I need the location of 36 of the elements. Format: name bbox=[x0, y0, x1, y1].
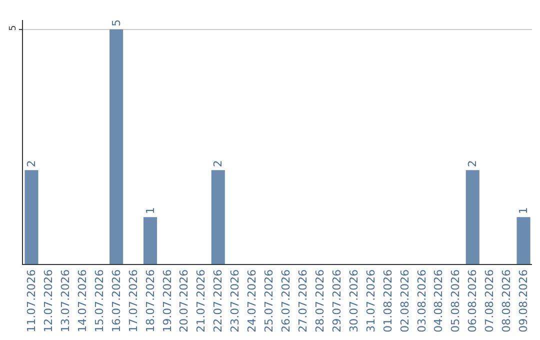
x-tick-label: 12.07.2026 bbox=[42, 269, 56, 332]
x-tick-label: 07.08.2026 bbox=[483, 269, 496, 332]
x-tick-label: 27.07.2026 bbox=[296, 269, 310, 332]
x-tick-label: 03.08.2026 bbox=[415, 269, 428, 332]
x-tick-label: 06.08.2026 bbox=[466, 269, 480, 332]
x-tick-label: 02.08.2026 bbox=[398, 269, 412, 332]
data-label: 1 bbox=[517, 207, 530, 214]
x-tick-label: 04.08.2026 bbox=[432, 269, 446, 332]
x-tick-label: 20.07.2026 bbox=[178, 269, 191, 332]
x-tick-label: 30.07.2026 bbox=[347, 269, 360, 332]
x-tick-label: 01.08.2026 bbox=[381, 269, 394, 332]
x-tick-label: 31.07.2026 bbox=[364, 269, 378, 332]
x-tick-label: 15.07.2026 bbox=[92, 269, 106, 332]
x-tick-label: 29.07.2026 bbox=[330, 269, 344, 332]
x-tick-label: 11.07.2026 bbox=[25, 269, 38, 332]
x-tick-label: 16.07.2026 bbox=[110, 269, 123, 332]
x-tick-label: 23.07.2026 bbox=[228, 269, 242, 332]
x-tick-label: 08.08.2026 bbox=[500, 269, 514, 332]
x-tick-label: 19.07.2026 bbox=[160, 269, 174, 332]
x-tick-label: 13.07.2026 bbox=[58, 269, 72, 332]
x-tick-label: 28.07.2026 bbox=[313, 269, 326, 332]
x-tick-label: 09.08.2026 bbox=[517, 269, 530, 332]
data-label: 1 bbox=[144, 207, 157, 214]
data-label: 2 bbox=[24, 160, 38, 168]
x-tick-label: 14.07.2026 bbox=[76, 269, 89, 332]
x-tick-label: 25.07.2026 bbox=[262, 269, 276, 332]
data-label: 2 bbox=[212, 160, 225, 168]
x-tick-label: 17.07.2026 bbox=[126, 269, 140, 332]
x-tick-label: 22.07.2026 bbox=[212, 269, 225, 332]
x-tick-label: 21.07.2026 bbox=[194, 269, 208, 332]
x-tick-label: 18.07.2026 bbox=[144, 269, 157, 332]
x-tick-label: 05.08.2026 bbox=[449, 269, 462, 332]
data-label: 5 bbox=[110, 19, 123, 26]
data-label: 2 bbox=[466, 160, 480, 168]
x-tick-label: 24.07.2026 bbox=[246, 269, 259, 332]
x-tick-label: 26.07.2026 bbox=[280, 269, 293, 332]
